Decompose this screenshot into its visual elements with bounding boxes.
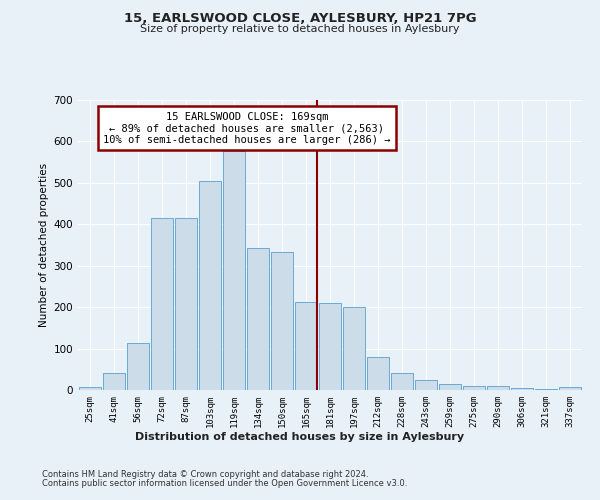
Bar — [271, 252, 293, 390]
Bar — [103, 374, 125, 390]
Bar — [151, 218, 173, 390]
Bar — [463, 386, 485, 390]
Text: Contains public sector information licensed under the Open Government Licence v3: Contains public sector information licen… — [42, 479, 407, 488]
Bar — [175, 218, 197, 390]
Bar — [559, 387, 581, 390]
Bar — [199, 181, 221, 390]
Bar — [319, 303, 341, 390]
Bar — [415, 380, 437, 390]
Bar — [535, 389, 557, 390]
Bar — [223, 150, 245, 390]
Bar — [79, 386, 101, 390]
Bar — [367, 357, 389, 390]
Bar — [487, 386, 509, 390]
Bar — [343, 307, 365, 390]
Bar — [391, 372, 413, 390]
Bar — [439, 384, 461, 390]
Text: 15, EARLSWOOD CLOSE, AYLESBURY, HP21 7PG: 15, EARLSWOOD CLOSE, AYLESBURY, HP21 7PG — [124, 12, 476, 26]
Bar — [247, 248, 269, 390]
Text: Distribution of detached houses by size in Aylesbury: Distribution of detached houses by size … — [136, 432, 464, 442]
Bar — [511, 388, 533, 390]
Text: 15 EARLSWOOD CLOSE: 169sqm
← 89% of detached houses are smaller (2,563)
10% of s: 15 EARLSWOOD CLOSE: 169sqm ← 89% of deta… — [103, 112, 391, 145]
Y-axis label: Number of detached properties: Number of detached properties — [40, 163, 49, 327]
Text: Contains HM Land Registry data © Crown copyright and database right 2024.: Contains HM Land Registry data © Crown c… — [42, 470, 368, 479]
Bar — [127, 343, 149, 390]
Text: Size of property relative to detached houses in Aylesbury: Size of property relative to detached ho… — [140, 24, 460, 34]
Bar — [295, 302, 317, 390]
